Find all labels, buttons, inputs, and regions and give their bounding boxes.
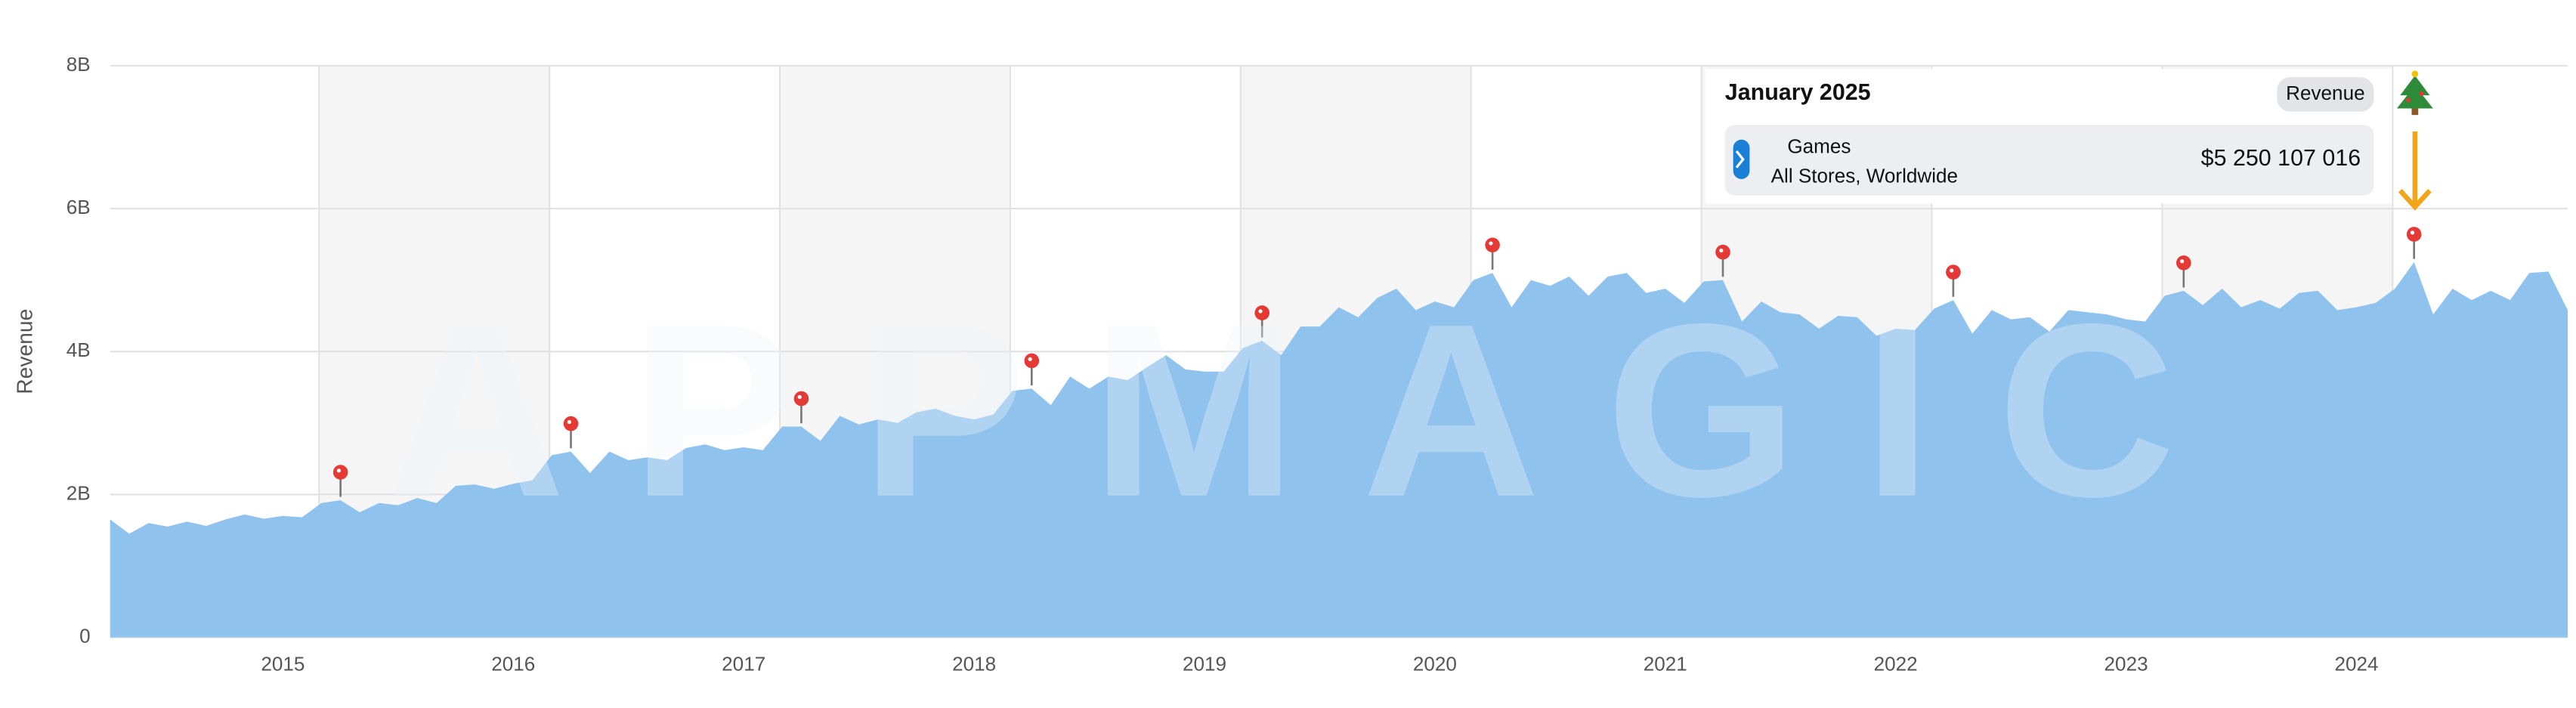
x-tick-label: 2019 <box>1183 652 1226 675</box>
app-scope: All Stores, Worldwide <box>1771 165 1958 187</box>
revenue-area <box>110 262 2568 638</box>
event-pin-dot <box>797 394 802 400</box>
y-tick-label: 2B <box>66 481 91 504</box>
arrow-icon <box>2398 131 2432 211</box>
y-axis-label: Revenue <box>12 309 36 394</box>
tooltip-value: $5 250 107 016 <box>2201 145 2361 171</box>
x-tick-label: 2018 <box>952 652 996 675</box>
event-pin <box>1254 305 1269 320</box>
x-tick-label: 2023 <box>2104 652 2148 675</box>
event-pin <box>1946 264 1961 280</box>
app-icon <box>1733 139 1750 179</box>
event-pin-dot <box>336 468 342 473</box>
watermark: APPMAGIC <box>388 274 2241 549</box>
tooltip: January 2025 Revenue Games All Stores, W… <box>1705 69 2392 204</box>
tooltip-row <box>1724 125 2374 196</box>
y-tick-label: 8B <box>66 53 91 76</box>
y-tick-label: 6B <box>66 196 91 218</box>
event-pin <box>563 416 579 431</box>
x-tick-label: 2015 <box>261 652 305 675</box>
x-tick-label: 2022 <box>1874 652 1918 675</box>
event-pin-dot <box>1950 268 1954 273</box>
event-pin-dot <box>1719 248 1724 253</box>
tooltip-title: January 2025 <box>1725 79 1871 105</box>
plot <box>110 227 2568 638</box>
event-pin <box>1485 237 1500 253</box>
event-pin <box>2176 255 2191 271</box>
event-pin-dot <box>1489 241 1493 246</box>
y-tick-label: 4B <box>66 339 91 361</box>
event-pin-dot <box>567 419 571 425</box>
tree-icon <box>2396 70 2433 116</box>
x-tick-label: 2024 <box>2334 652 2378 675</box>
event-pin-dot <box>1028 357 1032 361</box>
event-pin <box>332 465 348 480</box>
event-pin <box>793 391 809 407</box>
event-pin <box>1715 244 1730 260</box>
x-tick-label: 2016 <box>491 652 535 675</box>
x-tick-label: 2020 <box>1413 652 1457 675</box>
metric-pill <box>2277 77 2374 112</box>
app-icon-glyph <box>1735 150 1745 168</box>
event-pin-dot <box>2180 259 2185 264</box>
event-pin-dot <box>2410 230 2415 235</box>
event-pin <box>2406 227 2422 242</box>
app-name: Games <box>1787 135 1851 158</box>
event-pin-dot <box>1258 309 1263 314</box>
x-tick-label: 2021 <box>1644 652 1687 675</box>
y-tick-label: 0 <box>79 624 91 647</box>
event-pin <box>1024 353 1040 369</box>
metric-label: Revenue <box>2286 82 2364 104</box>
x-tick-label: 2017 <box>722 652 765 675</box>
